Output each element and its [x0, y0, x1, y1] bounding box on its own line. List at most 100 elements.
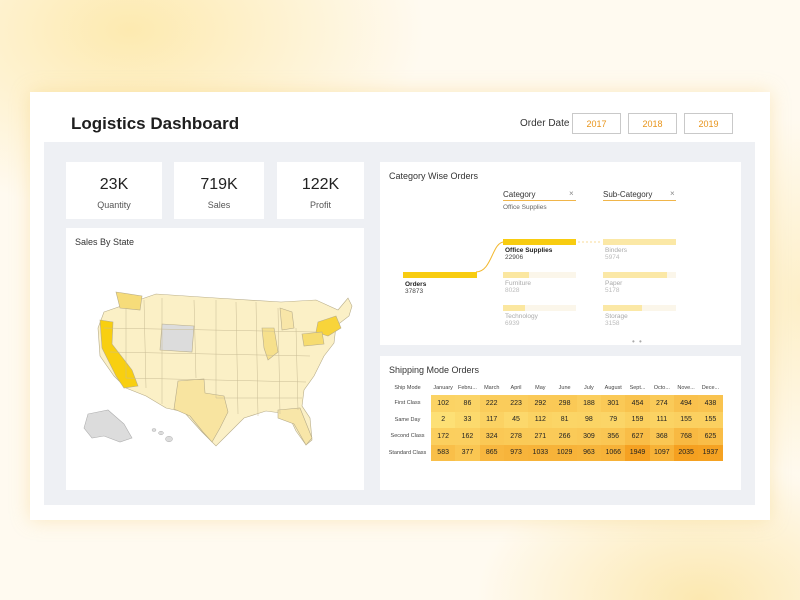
matrix-cell[interactable]: 162	[455, 428, 480, 445]
month-header: Octo...	[653, 385, 670, 391]
month-header: March	[484, 385, 500, 391]
category-value: 22906	[505, 254, 524, 261]
month-header: July	[584, 385, 594, 391]
matrix-cell[interactable]: 79	[601, 411, 626, 428]
matrix-cell[interactable]: 155	[673, 411, 699, 428]
subcategory-label: Binders	[605, 247, 628, 254]
matrix-cell[interactable]: 1066	[601, 444, 626, 461]
subcategory-bar[interactable]	[603, 239, 676, 245]
matrix-cell[interactable]: 368	[649, 428, 674, 445]
subcategory-label: Paper	[605, 280, 623, 287]
year-button-2017[interactable]: 2017	[572, 113, 621, 134]
state-illinois[interactable]	[261, 327, 279, 361]
us-map[interactable]	[66, 228, 364, 490]
subcategory-filter-label: Sub-Category	[603, 190, 653, 199]
matrix-cell[interactable]: 278	[503, 428, 529, 445]
matrix-cell[interactable]: 223	[503, 395, 529, 412]
kpi-card-profit[interactable]: 122K Profit	[277, 162, 364, 219]
matrix-cell[interactable]: 963	[576, 444, 602, 461]
kpi-card-quantity[interactable]: 23K Quantity	[66, 162, 162, 219]
matrix-cell[interactable]: 583	[431, 444, 456, 461]
matrix-cell[interactable]: 111	[649, 411, 674, 428]
matrix-cell[interactable]: 1937	[698, 444, 723, 461]
matrix-cell[interactable]: 625	[698, 428, 723, 445]
year-button-2018[interactable]: 2018	[628, 113, 677, 134]
category-card[interactable]: Category Wise Orders	[380, 162, 741, 345]
root-bar[interactable]	[403, 272, 477, 278]
matrix-cell[interactable]: 356	[601, 428, 626, 445]
category-bar[interactable]	[503, 239, 576, 245]
matrix-cell[interactable]: 494	[673, 395, 699, 412]
matrix-cell[interactable]: 155	[698, 411, 723, 428]
matrix-cell[interactable]: 2	[431, 411, 456, 428]
close-icon[interactable]: ×	[670, 189, 675, 198]
matrix-cell[interactable]: 112	[528, 411, 553, 428]
decomposition-tree[interactable]	[380, 162, 741, 345]
matrix-cell[interactable]: 865	[479, 444, 504, 461]
kpi-value: 122K	[301, 176, 340, 193]
state-california[interactable]	[99, 319, 139, 389]
state-michigan[interactable]	[279, 307, 295, 331]
matrix-cell[interactable]: 627	[625, 428, 650, 445]
kpi-card-sales[interactable]: 719K Sales	[174, 162, 264, 219]
state-hawaii[interactable]	[151, 428, 173, 443]
matrix-cell[interactable]: 81	[552, 411, 577, 428]
matrix-cell[interactable]: 301	[601, 395, 626, 412]
matrix-cell[interactable]: 45	[503, 411, 529, 428]
matrix-cell[interactable]: 274	[649, 395, 674, 412]
map-card[interactable]: Sales By State	[66, 228, 364, 490]
ship-mode-label: First Class	[394, 400, 421, 407]
matrix-cell[interactable]: 172	[431, 428, 456, 445]
matrix-cell[interactable]: 102	[431, 395, 456, 412]
matrix-cell[interactable]: 454	[625, 395, 650, 412]
state-washington[interactable]	[115, 291, 143, 311]
map-title: Sales By State	[75, 237, 135, 247]
matrix-cell[interactable]: 271	[528, 428, 553, 445]
subcategory-node: Paper 5178	[605, 280, 622, 294]
matrix-cell[interactable]: 86	[455, 395, 480, 412]
kpi-label: Quantity	[97, 200, 131, 210]
year-button-2019[interactable]: 2019	[684, 113, 733, 134]
subcategory-node: Binders 5974	[605, 247, 627, 261]
month-header: April	[510, 385, 522, 391]
matrix-cell[interactable]: 1033	[528, 444, 553, 461]
state-alaska[interactable]	[83, 409, 133, 443]
subcategory-value: 3158	[605, 320, 620, 327]
month-header: August	[604, 385, 622, 391]
matrix-cell[interactable]: 438	[698, 395, 723, 412]
close-icon[interactable]: ×	[569, 189, 574, 198]
subcategory-bar[interactable]	[603, 305, 642, 311]
matrix-cell[interactable]: 292	[528, 395, 553, 412]
matrix-cell[interactable]: 98	[576, 411, 602, 428]
category-bar[interactable]	[503, 272, 529, 278]
state-florida[interactable]	[277, 407, 313, 446]
matrix-cell[interactable]: 1029	[552, 444, 577, 461]
state-pennsylvania[interactable]	[301, 331, 325, 347]
matrix-cell[interactable]: 222	[479, 395, 504, 412]
state-wyoming[interactable]	[159, 323, 195, 353]
matrix-cell[interactable]: 159	[625, 411, 650, 428]
shipping-matrix[interactable]: Ship Mode January Febru... March April May Ju…	[384, 381, 723, 461]
matrix-cell[interactable]: 768	[673, 428, 699, 445]
ship-mode-label: Second Class	[390, 433, 425, 440]
month-header: Febru...	[457, 385, 477, 391]
matrix-cell[interactable]: 324	[479, 428, 504, 445]
matrix-cell[interactable]: 973	[503, 444, 529, 461]
matrix-cell[interactable]: 1097	[649, 444, 674, 461]
category-filter-label: Category	[503, 190, 536, 199]
matrix-cell[interactable]: 309	[576, 428, 602, 445]
matrix-cell[interactable]: 2035	[673, 444, 699, 461]
matrix-cell[interactable]: 266	[552, 428, 577, 445]
matrix-cell[interactable]: 117	[479, 411, 504, 428]
matrix-cell[interactable]: 188	[576, 395, 602, 412]
matrix-cell[interactable]: 33	[455, 411, 480, 428]
category-bar[interactable]	[503, 305, 525, 311]
matrix-row: First Class 102 86 222 223 292 298 188 301 454 274…	[384, 395, 723, 412]
subcategory-bar[interactable]	[603, 272, 667, 278]
matrix-cell[interactable]: 377	[455, 444, 480, 461]
matrix-cell[interactable]: 298	[552, 395, 577, 412]
matrix-cell[interactable]: 1949	[625, 444, 650, 461]
state-texas[interactable]	[173, 378, 229, 443]
subcategory-value: 5178	[605, 287, 620, 294]
state-new-york[interactable]	[315, 315, 342, 337]
